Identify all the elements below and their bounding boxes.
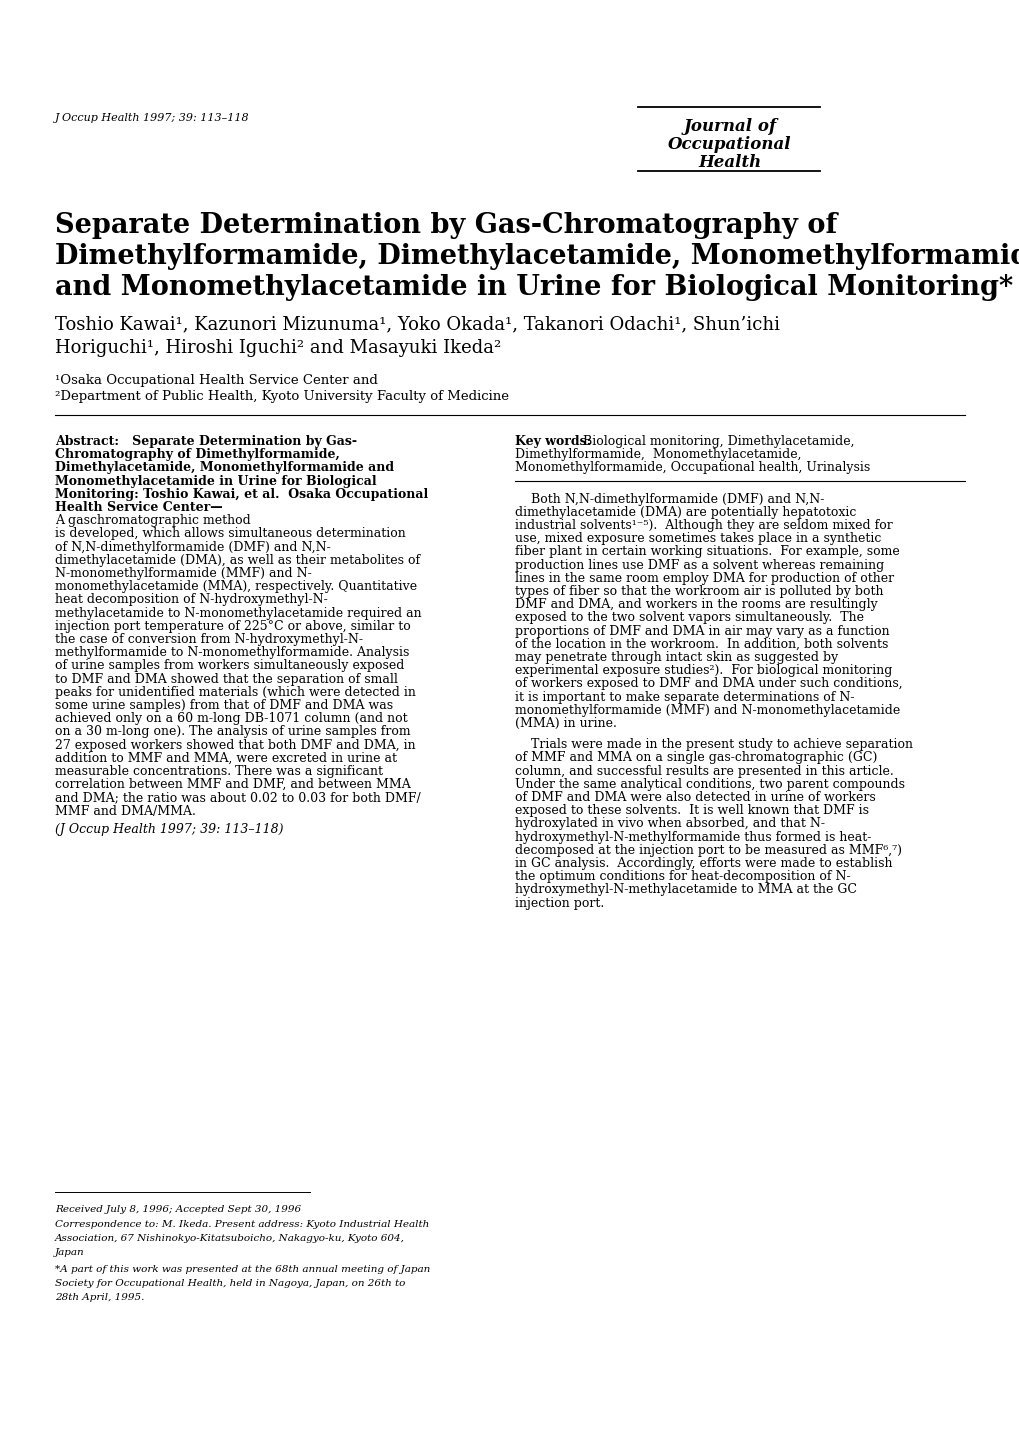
Text: Monomethylformamide, Occupational health, Urinalysis: Monomethylformamide, Occupational health… [515,462,869,475]
Text: Occupational: Occupational [667,136,791,153]
Text: the optimum conditions for heat-decomposition of N-: the optimum conditions for heat-decompos… [515,870,850,883]
Text: achieved only on a 60 m-long DB-1071 column (and not: achieved only on a 60 m-long DB-1071 col… [55,713,408,726]
Text: Under the same analytical conditions, two parent compounds: Under the same analytical conditions, tw… [515,778,904,791]
Text: Correspondence to: M. Ikeda. Present address: Kyoto Industrial Health: Correspondence to: M. Ikeda. Present add… [55,1219,429,1229]
Text: monomethylacetamide (MMA), respectively. Quantitative: monomethylacetamide (MMA), respectively.… [55,580,417,593]
Text: the case of conversion from N-hydroxymethyl-N-: the case of conversion from N-hydroxymet… [55,633,363,646]
Text: Health Service Center—: Health Service Center— [55,501,222,514]
Text: and DMA; the ratio was about 0.02 to 0.03 for both DMF/: and DMA; the ratio was about 0.02 to 0.0… [55,791,421,804]
Text: (J Occup Health 1997; 39: 113–118): (J Occup Health 1997; 39: 113–118) [55,823,283,835]
Text: Chromatography of Dimethylformamide,: Chromatography of Dimethylformamide, [55,449,339,462]
Text: dimethylacetamide (DMA), as well as their metabolites of: dimethylacetamide (DMA), as well as thei… [55,554,420,567]
Text: lines in the same room employ DMA for production of other: lines in the same room employ DMA for pr… [515,571,894,584]
Text: is developed, which allows simultaneous determination: is developed, which allows simultaneous … [55,527,406,540]
Text: N-monomethylformamide (MMF) and N-: N-monomethylformamide (MMF) and N- [55,567,312,580]
Text: and Monomethylacetamide in Urine for Biological Monitoring*: and Monomethylacetamide in Urine for Bio… [55,274,1012,302]
Text: Dimethylformamide, Dimethylacetamide, Monomethylformamide: Dimethylformamide, Dimethylacetamide, Mo… [55,242,1019,270]
Text: Toshio Kawai¹, Kazunori Mizunuma¹, Yoko Okada¹, Takanori Odachi¹, Shun’ichi: Toshio Kawai¹, Kazunori Mizunuma¹, Yoko … [55,315,780,333]
Text: may penetrate through intact skin as suggested by: may penetrate through intact skin as sug… [515,651,838,664]
Text: column, and successful results are presented in this article.: column, and successful results are prese… [515,765,893,778]
Text: ¹Osaka Occupational Health Service Center and: ¹Osaka Occupational Health Service Cente… [55,374,377,387]
Text: fiber plant in certain working situations.  For example, some: fiber plant in certain working situation… [515,545,899,558]
Text: A gaschromatographic method: A gaschromatographic method [55,514,251,527]
Text: Separate Determination by Gas-Chromatography of: Separate Determination by Gas-Chromatogr… [55,212,837,240]
Text: of MMF and MMA on a single gas-chromatographic (GC): of MMF and MMA on a single gas-chromatog… [515,752,876,765]
Text: hydroxymethyl-N-methylformamide thus formed is heat-: hydroxymethyl-N-methylformamide thus for… [515,831,870,844]
Text: Health: Health [698,154,761,172]
Text: methylacetamide to N-monomethylacetamide required an: methylacetamide to N-monomethylacetamide… [55,606,421,619]
Text: Association, 67 Nishinokyo-Kitatsuboicho, Nakagyo-ku, Kyoto 604,: Association, 67 Nishinokyo-Kitatsuboicho… [55,1234,405,1242]
Text: on a 30 m-long one). The analysis of urine samples from: on a 30 m-long one). The analysis of uri… [55,726,411,739]
Text: exposed to the two solvent vapors simultaneously.  The: exposed to the two solvent vapors simult… [515,612,863,625]
Text: Biological monitoring, Dimethylacetamide,: Biological monitoring, Dimethylacetamide… [579,434,854,447]
Text: MMF and DMA/MMA.: MMF and DMA/MMA. [55,805,196,818]
Text: measurable concentrations. There was a significant: measurable concentrations. There was a s… [55,765,382,778]
Text: DMF and DMA, and workers in the rooms are resultingly: DMF and DMA, and workers in the rooms ar… [515,599,877,612]
Text: some urine samples) from that of DMF and DMA was: some urine samples) from that of DMF and… [55,698,392,711]
Text: of urine samples from workers simultaneously exposed: of urine samples from workers simultaneo… [55,659,404,672]
Text: Monomethylacetamide in Urine for Biological: Monomethylacetamide in Urine for Biologi… [55,475,376,488]
Text: industrial solvents¹⁻⁵).  Although they are seldom mixed for: industrial solvents¹⁻⁵). Although they a… [515,519,892,532]
Text: of the location in the workroom.  In addition, both solvents: of the location in the workroom. In addi… [515,638,888,651]
Text: correlation between MMF and DMF, and between MMA: correlation between MMF and DMF, and bet… [55,778,411,791]
Text: monomethylformamide (MMF) and N-monomethylacetamide: monomethylformamide (MMF) and N-monometh… [515,704,900,717]
Text: Dimethylacetamide, Monomethylformamide and: Dimethylacetamide, Monomethylformamide a… [55,462,393,475]
Text: injection port temperature of 225°C or above, similar to: injection port temperature of 225°C or a… [55,620,411,633]
Text: in GC analysis.  Accordingly, efforts were made to establish: in GC analysis. Accordingly, efforts wer… [515,857,892,870]
Text: types of fiber so that the workroom air is polluted by both: types of fiber so that the workroom air … [515,584,882,597]
Text: proportions of DMF and DMA in air may vary as a function: proportions of DMF and DMA in air may va… [515,625,889,638]
Text: Monitoring: Toshio Kawai, et al.  Osaka Occupational: Monitoring: Toshio Kawai, et al. Osaka O… [55,488,428,501]
Text: 28th April, 1995.: 28th April, 1995. [55,1293,145,1302]
Text: Abstract:   Separate Determination by Gas-: Abstract: Separate Determination by Gas- [55,434,357,447]
Text: to DMF and DMA showed that the separation of small: to DMF and DMA showed that the separatio… [55,672,397,685]
Text: of workers exposed to DMF and DMA under such conditions,: of workers exposed to DMF and DMA under … [515,677,902,690]
Text: peaks for unidentified materials (which were detected in: peaks for unidentified materials (which … [55,685,416,698]
Text: production lines use DMF as a solvent whereas remaining: production lines use DMF as a solvent wh… [515,558,883,571]
Text: of N,N-dimethylformamide (DMF) and N,N-: of N,N-dimethylformamide (DMF) and N,N- [55,541,330,554]
Text: *A part of this work was presented at the 68th annual meeting of Japan: *A part of this work was presented at th… [55,1266,430,1274]
Text: Key words:: Key words: [515,434,591,447]
Text: Journal of: Journal of [683,118,775,136]
Text: Both N,N-dimethylformamide (DMF) and N,N-: Both N,N-dimethylformamide (DMF) and N,N… [515,492,823,505]
Text: injection port.: injection port. [515,896,603,909]
Text: it is important to make separate determinations of N-: it is important to make separate determi… [515,691,854,704]
Text: Society for Occupational Health, held in Nagoya, Japan, on 26th to: Society for Occupational Health, held in… [55,1278,405,1289]
Text: experimental exposure studies²).  For biological monitoring: experimental exposure studies²). For bio… [515,664,892,677]
Text: dimethylacetamide (DMA) are potentially hepatotoxic: dimethylacetamide (DMA) are potentially … [515,506,856,519]
Text: exposed to these solvents.  It is well known that DMF is: exposed to these solvents. It is well kn… [515,804,868,817]
Text: methylformamide to N-monomethylformamide. Analysis: methylformamide to N-monomethylformamide… [55,646,409,659]
Text: hydroxymethyl-N-methylacetamide to MMA at the GC: hydroxymethyl-N-methylacetamide to MMA a… [515,883,856,896]
Text: ²Department of Public Health, Kyoto University Faculty of Medicine: ²Department of Public Health, Kyoto Univ… [55,390,508,403]
Text: (MMA) in urine.: (MMA) in urine. [515,717,616,730]
Text: Trials were made in the present study to achieve separation: Trials were made in the present study to… [515,739,912,752]
Text: heat decomposition of N-hydroxymethyl-N-: heat decomposition of N-hydroxymethyl-N- [55,593,327,606]
Text: 27 exposed workers showed that both DMF and DMA, in: 27 exposed workers showed that both DMF … [55,739,415,752]
Text: Horiguchi¹, Hiroshi Iguchi² and Masayuki Ikeda²: Horiguchi¹, Hiroshi Iguchi² and Masayuki… [55,339,500,356]
Text: Japan: Japan [55,1248,85,1257]
Text: hydroxylated in vivo when absorbed, and that N-: hydroxylated in vivo when absorbed, and … [515,817,824,830]
Text: J Occup Health 1997; 39: 113–118: J Occup Health 1997; 39: 113–118 [55,113,250,123]
Text: Dimethylformamide,  Monomethylacetamide,: Dimethylformamide, Monomethylacetamide, [515,449,801,462]
Text: decomposed at the injection port to be measured as MMF⁶,⁷): decomposed at the injection port to be m… [515,844,901,857]
Text: addition to MMF and MMA, were excreted in urine at: addition to MMF and MMA, were excreted i… [55,752,396,765]
Text: use, mixed exposure sometimes takes place in a synthetic: use, mixed exposure sometimes takes plac… [515,532,880,545]
Text: Received July 8, 1996; Accepted Sept 30, 1996: Received July 8, 1996; Accepted Sept 30,… [55,1205,301,1214]
Text: of DMF and DMA were also detected in urine of workers: of DMF and DMA were also detected in uri… [515,791,875,804]
